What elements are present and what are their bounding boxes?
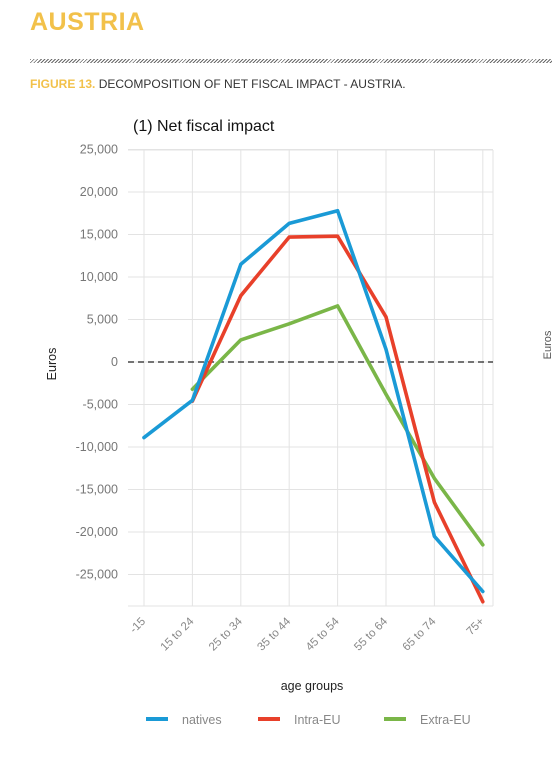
country-title: AUSTRIA (30, 8, 145, 36)
legend: natives Intra-EU Extra-EU (146, 713, 471, 727)
chart-title: (1) Net fiscal impact (133, 118, 275, 135)
y-tick-label: 20,000 (80, 185, 118, 199)
y-tick-label: -5,000 (83, 398, 118, 412)
x-tick-label: 65 to 74 (401, 615, 439, 653)
legend-label: Extra-EU (420, 713, 471, 727)
y-tick-label: 10,000 (80, 270, 118, 284)
y-tick-label: 15,000 (80, 228, 118, 242)
y-tick-label: -15,000 (76, 483, 118, 497)
x-tick-label: 25 to 34 (207, 615, 245, 653)
series-lines (142, 208, 485, 604)
x-tick-labels: -15 15 to 24 25 to 34 35 to 44 45 to 54 55 to… (128, 615, 487, 653)
y-tick-label: 0 (111, 355, 118, 369)
x-tick-label: 75+ (465, 615, 487, 637)
y-tick-labels: 25,000 20,000 15,000 10,000 5,000 0 -5,000 -10,… (76, 143, 118, 582)
y-tick-label: 25,000 (80, 143, 118, 157)
legend-label: natives (182, 713, 222, 727)
y-tick-label: -20,000 (76, 525, 118, 539)
x-tick-label: 35 to 44 (255, 615, 293, 653)
x-tick-label: -15 (128, 616, 148, 636)
y-axis-label: Euros (45, 348, 59, 381)
header-divider (30, 59, 552, 63)
figure-label: FIGURE 13. (30, 77, 96, 91)
series-line-intra-eu (190, 234, 485, 604)
right-panel-y-axis-label: Euros (542, 330, 552, 359)
figure-caption: FIGURE 13. DECOMPOSITION OF NET FISCAL I… (30, 77, 406, 91)
series-line-extra-eu (190, 304, 485, 547)
legend-label: Intra-EU (294, 713, 341, 727)
y-tick-label: 5,000 (87, 313, 118, 327)
figure-caption-text: DECOMPOSITION OF NET FISCAL IMPACT - AUS… (98, 77, 406, 91)
x-axis-label: age groups (281, 679, 344, 693)
y-tick-label: -10,000 (76, 440, 118, 454)
x-tick-label: 55 to 64 (352, 615, 390, 653)
series-line-natives (142, 208, 485, 594)
x-tick-label: 15 to 24 (159, 615, 197, 653)
x-tick-label: 45 to 54 (304, 615, 342, 653)
y-tick-label: -25,000 (76, 568, 118, 582)
